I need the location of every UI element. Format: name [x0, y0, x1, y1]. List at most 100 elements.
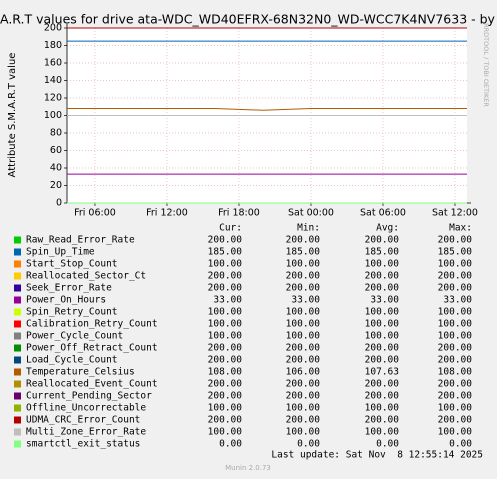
- legend-stat: 200.00: [365, 355, 400, 366]
- y-tick-label: 80: [50, 128, 62, 139]
- legend-stat: 200.00: [438, 415, 473, 426]
- legend-stat: 200.00: [365, 235, 400, 246]
- legend-stat: 100.00: [208, 259, 243, 270]
- legend-stat: 100.00: [286, 331, 321, 342]
- legend-stat: 200.00: [438, 343, 473, 354]
- y-tick-label: 140: [44, 75, 62, 86]
- legend-stat: 200.00: [438, 235, 473, 246]
- legend-stat: 200.00: [365, 379, 400, 390]
- legend-stat: 200.00: [286, 235, 321, 246]
- legend-stat: 200.00: [208, 391, 243, 402]
- legend-stat: 100.00: [438, 319, 473, 330]
- legend-stat: 200.00: [208, 235, 243, 246]
- y-tick-label: 180: [44, 40, 62, 51]
- legend-swatch: [14, 260, 21, 268]
- legend-swatch: [14, 440, 21, 448]
- x-tick-label: Sat 00:00: [288, 208, 334, 219]
- legend-stat: 100.00: [208, 331, 243, 342]
- footer: Munin 2.0.73: [225, 464, 271, 472]
- last-update: Last update: Sat Nov 8 12:55:14 2025: [271, 450, 483, 461]
- legend-stat: 200.00: [365, 391, 400, 402]
- legend-label: Raw_Read_Error_Rate: [26, 235, 135, 246]
- legend-stat: 108.00: [208, 367, 243, 378]
- legend-stat: 100.00: [438, 259, 473, 270]
- y-tick-label: 160: [44, 58, 62, 69]
- legend-stat: 100.00: [438, 331, 473, 342]
- legend-stat: 100.00: [286, 307, 321, 318]
- legend-stat: 200.00: [438, 379, 473, 390]
- legend-label: Current_Pending_Sector: [26, 391, 152, 402]
- legend-stat: 100.00: [208, 307, 243, 318]
- legend-stat: 108.00: [438, 367, 473, 378]
- x-tick-label: Fri 18:00: [218, 208, 260, 219]
- legend-stat: 200.00: [208, 271, 243, 282]
- legend-swatch: [14, 272, 21, 280]
- legend-stat: 200.00: [438, 283, 473, 294]
- chart-title: A.R.T values for drive ata-WDC_WD40EFRX-…: [0, 12, 496, 27]
- legend-swatch: [14, 236, 21, 244]
- legend-stat: 200.00: [208, 283, 243, 294]
- legend-swatch: [14, 332, 21, 340]
- legend-swatch: [14, 344, 21, 352]
- legend-stat: 100.00: [286, 403, 321, 414]
- legend-stat: 200.00: [438, 355, 473, 366]
- legend-label: Load_Cycle_Count: [26, 355, 118, 366]
- legend-stat: 200.00: [208, 379, 243, 390]
- legend-stat: 100.00: [365, 319, 400, 330]
- legend-stat: 200.00: [286, 379, 321, 390]
- watermark: RRDTOOL / TOBI OETIKER: [482, 23, 490, 107]
- legend-stat: 185.00: [286, 247, 321, 258]
- legend-stat: 100.00: [208, 403, 243, 414]
- y-tick-label: 100: [44, 110, 62, 121]
- legend-stat: 200.00: [286, 271, 321, 282]
- x-tick-label: Fri 12:00: [146, 208, 188, 219]
- legend-label: Power_Cycle_Count: [26, 331, 123, 342]
- y-tick-label: 120: [44, 93, 62, 104]
- legend-stat: 200.00: [208, 415, 243, 426]
- legend-stat: 200.00: [438, 271, 473, 282]
- legend-label: UDMA_CRC_Error_Count: [26, 415, 140, 426]
- legend-label: Reallocated_Sector_Ct: [26, 271, 146, 282]
- legend-stat: 200.00: [365, 283, 400, 294]
- legend-label: Spin_Retry_Count: [26, 307, 118, 318]
- legend-swatch: [14, 284, 21, 292]
- legend-stat: 0.00: [449, 439, 472, 450]
- y-tick-label: 0: [56, 198, 62, 209]
- x-tick-label: Sat 12:00: [432, 208, 478, 219]
- legend-stat: 100.00: [208, 427, 243, 438]
- y-tick-label: 20: [50, 180, 62, 191]
- legend-swatch: [14, 296, 21, 304]
- legend-stat: 100.00: [365, 403, 400, 414]
- legend-stat: 100.00: [286, 319, 321, 330]
- legend-swatch: [14, 380, 21, 388]
- legend-stat: 200.00: [208, 355, 243, 366]
- legend-stat: 100.00: [365, 307, 400, 318]
- legend-stat: 33.00: [370, 295, 399, 306]
- legend-swatch: [14, 404, 21, 412]
- legend-stat: 33.00: [443, 295, 472, 306]
- legend-label: Multi_Zone_Error_Rate: [26, 427, 146, 438]
- legend-swatch: [14, 356, 21, 364]
- legend-swatch: [14, 428, 21, 436]
- legend-label: Start_Stop_Count: [26, 259, 118, 270]
- legend-swatch: [14, 248, 21, 256]
- legend-stat: 100.00: [438, 427, 473, 438]
- legend-swatch: [14, 320, 21, 328]
- y-tick-label: 200: [44, 23, 62, 34]
- legend-stat: 200.00: [286, 343, 321, 354]
- legend-stat: 185.00: [365, 247, 400, 258]
- legend-stat: 100.00: [438, 307, 473, 318]
- legend-label: Temperature_Celsius: [26, 367, 135, 378]
- legend-label: Spin_Up_Time: [26, 247, 95, 258]
- legend-swatch: [14, 416, 21, 424]
- legend-stat: 200.00: [286, 415, 321, 426]
- legend-stat: 100.00: [286, 427, 321, 438]
- y-axis-label: Attribute S.M.A.R.T value: [7, 53, 18, 178]
- legend-swatch: [14, 392, 21, 400]
- legend-stat: 200.00: [286, 391, 321, 402]
- y-tick-label: 60: [50, 145, 62, 156]
- legend-label: Calibration_Retry_Count: [26, 319, 158, 330]
- legend-swatch: [14, 368, 21, 376]
- legend-stat: 0.00: [219, 439, 242, 450]
